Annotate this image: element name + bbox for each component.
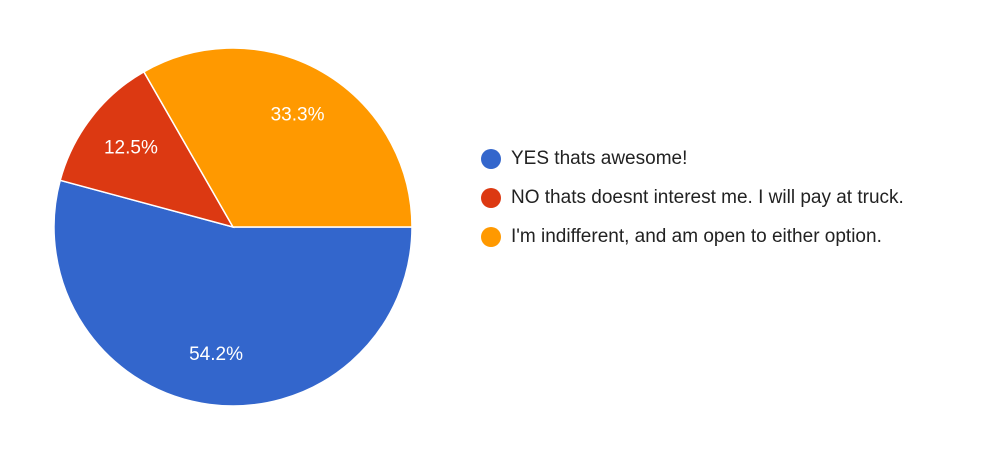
legend-label: I'm indifferent, and am open to either o… [511, 226, 882, 247]
legend-item: I'm indifferent, and am open to either o… [478, 221, 918, 253]
legend-item: YES thats awesome! [478, 143, 918, 175]
legend-item: NO thats doesnt interest me. I will pay … [478, 182, 918, 214]
legend-swatch [481, 227, 501, 247]
slice-label: 33.3% [271, 104, 325, 125]
slice-label: 54.2% [189, 344, 243, 365]
legend: YES thats awesome! NO thats doesnt intere… [478, 143, 918, 260]
legend-swatch [481, 149, 501, 169]
legend-label: YES thats awesome! [511, 148, 688, 169]
pie-slice [59, 70, 235, 229]
legend-label: NO thats doesnt interest me. I will pay … [511, 187, 904, 208]
slice-label: 12.5% [104, 137, 158, 158]
pie-slice [53, 179, 413, 407]
pie-area: 54.2% 12.5% 33.3% [53, 47, 413, 407]
legend-swatch [481, 188, 501, 208]
pie-slice [142, 47, 413, 228]
